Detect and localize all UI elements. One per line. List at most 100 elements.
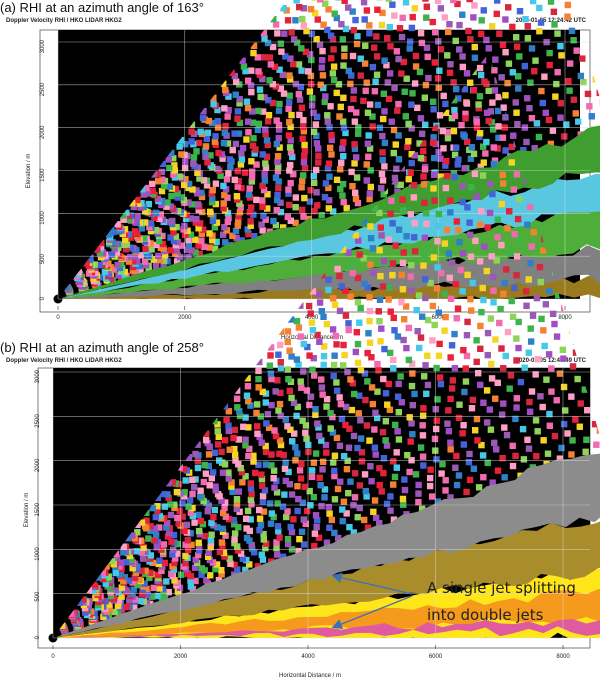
noise-cell bbox=[263, 540, 270, 547]
noise-cell bbox=[140, 544, 147, 551]
noise-cell bbox=[200, 177, 208, 184]
noise-cell bbox=[419, 412, 427, 419]
noise-cell bbox=[230, 434, 237, 442]
noise-cell bbox=[247, 496, 255, 504]
noise-cell bbox=[365, 153, 372, 160]
noise-cell bbox=[424, 53, 431, 61]
noise-cell bbox=[169, 479, 177, 486]
noise-cell bbox=[174, 190, 181, 197]
noise-cell bbox=[357, 366, 365, 374]
noise-cell bbox=[526, 408, 534, 415]
noise-cell bbox=[340, 453, 348, 460]
noise-cell bbox=[354, 299, 362, 306]
noise-cell bbox=[243, 525, 250, 532]
noise-cell bbox=[314, 331, 321, 339]
noise-cell bbox=[510, 132, 517, 139]
noise-cell bbox=[170, 531, 178, 539]
noise-cell bbox=[154, 178, 162, 185]
noise-cell bbox=[356, 392, 363, 399]
noise-cell bbox=[347, 80, 354, 88]
noise-cell bbox=[347, 105, 355, 113]
noise-cell bbox=[564, 1, 572, 9]
noise-cell bbox=[197, 517, 205, 525]
noise-cell bbox=[399, 259, 407, 267]
noise-cell bbox=[196, 531, 203, 538]
noise-cell bbox=[145, 535, 152, 542]
noise-cell bbox=[319, 466, 326, 473]
noise-cell bbox=[255, 107, 262, 115]
noise-cell bbox=[512, 415, 519, 423]
noise-cell bbox=[238, 469, 245, 476]
noise-cell bbox=[387, 493, 394, 500]
noise-cell bbox=[234, 566, 241, 573]
noise-cell bbox=[408, 360, 416, 367]
noise-cell bbox=[395, 55, 402, 63]
noise-cell bbox=[247, 485, 255, 492]
noise-cell bbox=[350, 87, 358, 94]
noise-cell bbox=[414, 327, 421, 335]
noise-cell bbox=[237, 464, 244, 472]
noise-cell bbox=[185, 199, 192, 206]
noise-cell bbox=[114, 602, 122, 610]
noise-cell bbox=[417, 154, 425, 162]
noise-cell bbox=[284, 423, 291, 430]
noise-cell bbox=[303, 27, 310, 35]
noise-cell bbox=[363, 177, 370, 184]
noise-cell bbox=[145, 200, 153, 208]
noise-cell bbox=[313, 113, 321, 120]
noise-cell bbox=[177, 136, 185, 144]
noise-cell bbox=[354, 199, 362, 207]
noise-cell bbox=[286, 201, 293, 209]
noise-cell bbox=[311, 372, 318, 379]
noise-cell bbox=[240, 63, 248, 70]
noise-cell bbox=[429, 98, 437, 105]
noise-cell bbox=[152, 262, 160, 270]
noise-cell bbox=[592, 76, 599, 83]
noise-cell bbox=[193, 215, 200, 223]
noise-cell bbox=[388, 118, 395, 125]
noise-cell bbox=[259, 492, 267, 500]
noise-cell bbox=[462, 110, 469, 118]
noise-cell bbox=[214, 524, 221, 531]
noise-cell bbox=[287, 55, 294, 62]
noise-cell bbox=[400, 249, 407, 256]
noise-cell bbox=[244, 104, 252, 112]
y-tick-label: 1000 bbox=[35, 547, 41, 561]
noise-cell bbox=[445, 427, 453, 435]
noise-cell bbox=[259, 182, 266, 190]
noise-cell bbox=[355, 410, 362, 417]
noise-cell bbox=[337, 166, 344, 173]
noise-cell bbox=[340, 139, 347, 146]
noise-cell bbox=[277, 40, 285, 47]
velocity-layer-1 bbox=[58, 273, 600, 300]
noise-cell bbox=[196, 250, 203, 257]
noise-cell bbox=[340, 118, 347, 125]
noise-cell bbox=[422, 294, 429, 302]
noise-cell bbox=[520, 146, 527, 154]
noise-cell bbox=[421, 166, 429, 173]
noise-cell bbox=[83, 260, 90, 267]
noise-cell bbox=[128, 556, 135, 564]
noise-cell bbox=[339, 362, 347, 369]
noise-cell bbox=[479, 452, 487, 459]
noise-cell bbox=[378, 170, 386, 178]
noise-cell bbox=[271, 63, 279, 71]
noise-cell bbox=[180, 226, 187, 233]
noise-cell bbox=[155, 252, 162, 260]
noise-cell bbox=[418, 130, 426, 137]
noise-cell bbox=[346, 523, 353, 531]
noise-cell bbox=[154, 571, 162, 579]
noise-cell bbox=[445, 28, 452, 36]
noise-cell bbox=[473, 358, 480, 366]
noise-cell bbox=[192, 450, 199, 458]
noise-cell bbox=[390, 126, 398, 134]
noise-cell bbox=[537, 19, 545, 26]
noise-cell bbox=[374, 6, 381, 13]
noise-cell bbox=[174, 540, 182, 548]
noise-cell bbox=[305, 68, 312, 75]
noise-cell bbox=[443, 172, 451, 180]
noise-cell bbox=[379, 156, 386, 164]
noise-cell bbox=[235, 436, 242, 443]
noise-cell bbox=[243, 534, 251, 542]
noise-cell bbox=[220, 182, 227, 190]
